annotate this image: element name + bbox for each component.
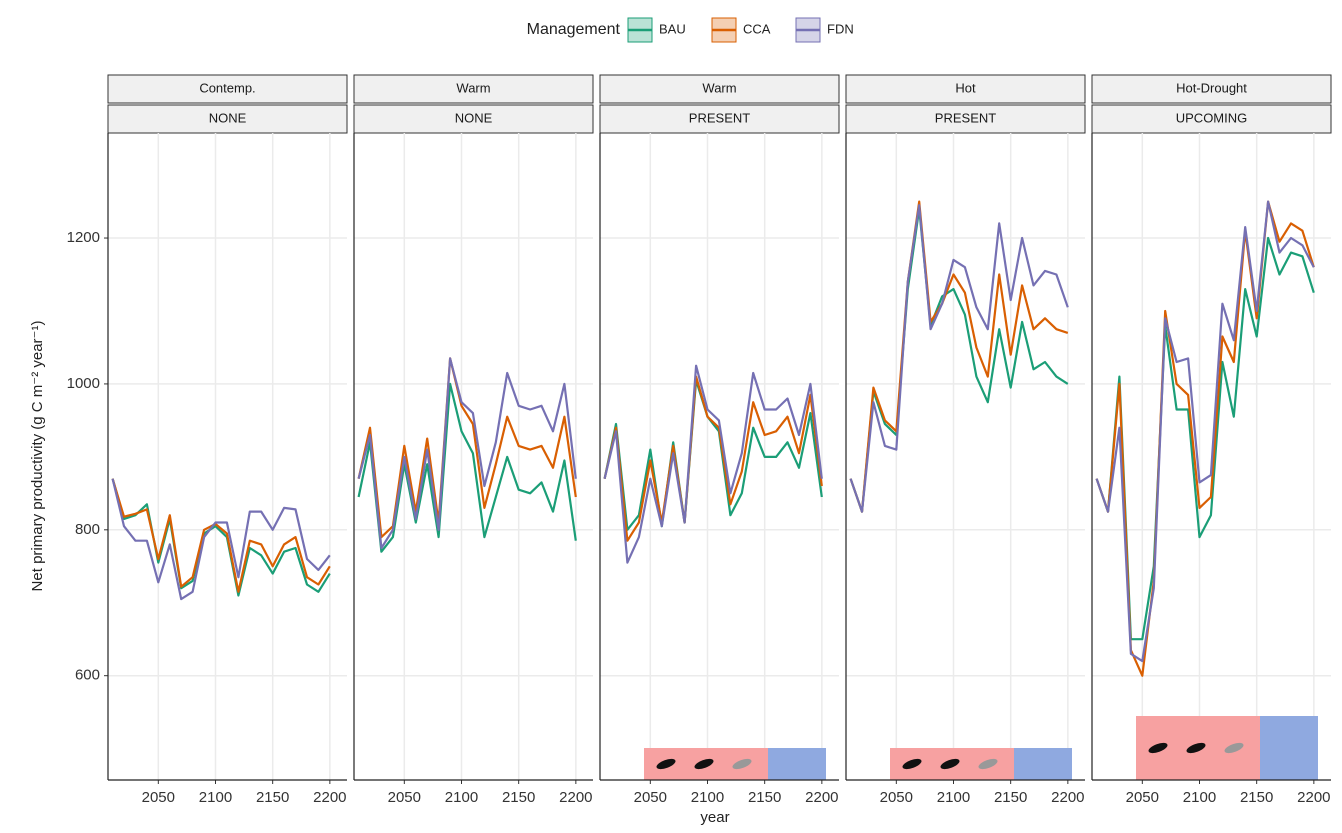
agent-icon bbox=[656, 758, 676, 770]
x-tick-label: 2100 bbox=[937, 789, 970, 806]
strip-label: PRESENT bbox=[689, 110, 750, 125]
x-tick-label: 2150 bbox=[748, 789, 781, 806]
strip-label: Contemp. bbox=[199, 80, 255, 95]
series-line bbox=[111, 478, 331, 597]
strip-label: NONE bbox=[455, 110, 493, 125]
x-tick-label: 2150 bbox=[256, 789, 289, 806]
x-tick-label: 2100 bbox=[1183, 789, 1216, 806]
series-line bbox=[603, 375, 823, 542]
strip-label: Warm bbox=[456, 80, 490, 95]
agent-icon bbox=[732, 758, 752, 770]
y-tick-label: 800 bbox=[75, 521, 100, 538]
strip-label: PRESENT bbox=[935, 110, 996, 125]
y-tick-label: 1000 bbox=[67, 375, 100, 392]
agent-icon bbox=[694, 758, 714, 770]
agent-icon bbox=[1186, 742, 1206, 754]
series-line bbox=[111, 478, 331, 601]
strip-box bbox=[599, 104, 840, 134]
x-tick-label: 2200 bbox=[1051, 789, 1084, 806]
series-line bbox=[849, 204, 1069, 513]
agent-icon bbox=[1148, 742, 1168, 754]
series-line bbox=[603, 379, 823, 531]
x-tick-label: 2050 bbox=[1126, 789, 1159, 806]
series-line bbox=[849, 207, 1069, 513]
x-tick-label: 2100 bbox=[691, 789, 724, 806]
series-line bbox=[357, 357, 577, 550]
strip-box bbox=[845, 74, 1086, 104]
strip-box bbox=[107, 104, 348, 134]
agent-icon bbox=[978, 758, 998, 770]
legend-label: CCA bbox=[743, 21, 771, 36]
strip-box bbox=[599, 74, 840, 104]
x-tick-label: 2200 bbox=[559, 789, 592, 806]
x-tick-label: 2100 bbox=[445, 789, 478, 806]
x-tick-label: 2100 bbox=[199, 789, 232, 806]
strip-box bbox=[845, 104, 1086, 134]
disturbance-bar bbox=[1014, 748, 1072, 780]
strip-box bbox=[353, 104, 594, 134]
x-tick-label: 2150 bbox=[502, 789, 535, 806]
series-line bbox=[1095, 236, 1315, 641]
legend-title: Management bbox=[527, 21, 621, 38]
agent-icon bbox=[1224, 742, 1244, 754]
series-line bbox=[111, 478, 331, 593]
strip-label: NONE bbox=[209, 110, 247, 125]
series-line bbox=[357, 382, 577, 553]
legend-label: BAU bbox=[659, 21, 686, 36]
strip-box bbox=[1091, 74, 1332, 104]
x-tick-label: 2050 bbox=[880, 789, 913, 806]
series-line bbox=[1095, 200, 1315, 663]
x-tick-label: 2150 bbox=[994, 789, 1027, 806]
strip-label: Hot-Drought bbox=[1176, 80, 1247, 95]
y-tick-label: 600 bbox=[75, 667, 100, 684]
y-axis-label: Net primary productivity (g C m⁻² year⁻¹… bbox=[29, 321, 46, 592]
x-tick-label: 2050 bbox=[634, 789, 667, 806]
disturbance-bar bbox=[1260, 716, 1318, 780]
agent-icon bbox=[902, 758, 922, 770]
strip-box bbox=[107, 74, 348, 104]
strip-label: UPCOMING bbox=[1176, 110, 1248, 125]
x-axis-label: year bbox=[700, 809, 729, 826]
x-tick-label: 2200 bbox=[313, 789, 346, 806]
series-line bbox=[603, 364, 823, 564]
x-tick-label: 2200 bbox=[1297, 789, 1330, 806]
strip-box bbox=[353, 74, 594, 104]
strip-label: Warm bbox=[702, 80, 736, 95]
y-tick-label: 1200 bbox=[67, 229, 100, 246]
agent-icon bbox=[940, 758, 960, 770]
series-line bbox=[849, 200, 1069, 513]
strip-box bbox=[1091, 104, 1332, 134]
series-line bbox=[357, 357, 577, 539]
disturbance-bar bbox=[768, 748, 826, 780]
x-tick-label: 2050 bbox=[142, 789, 175, 806]
x-tick-label: 2050 bbox=[388, 789, 421, 806]
x-tick-label: 2200 bbox=[805, 789, 838, 806]
legend-label: FDN bbox=[827, 21, 854, 36]
x-tick-label: 2150 bbox=[1240, 789, 1273, 806]
strip-label: Hot bbox=[955, 80, 976, 95]
